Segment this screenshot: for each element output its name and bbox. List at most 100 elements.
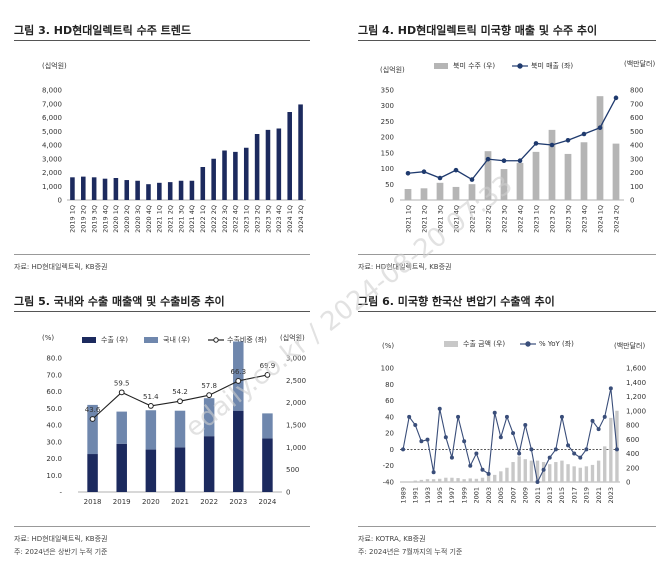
x-tick-label: 2021 1Q bbox=[404, 205, 412, 233]
x-tick-label: 2023 4Q bbox=[580, 205, 588, 233]
figure6-title: 그림 6. 미국향 한국산 변압기 수출액 추이 bbox=[358, 295, 555, 308]
x-tick-label: 2021 bbox=[171, 498, 189, 506]
y-left-tick-label: 20.0 bbox=[46, 455, 62, 463]
export-bar bbox=[87, 454, 98, 492]
export-amount-bar bbox=[554, 462, 558, 482]
yoy-point bbox=[449, 455, 454, 460]
yoy-point bbox=[468, 463, 473, 468]
y-left-tick-label: - bbox=[59, 489, 62, 497]
figure5-source-rule bbox=[14, 526, 310, 527]
sales-point bbox=[581, 131, 587, 137]
bar bbox=[91, 177, 97, 200]
figure6-title-rule bbox=[358, 311, 656, 312]
y-left-tick-label: 250 bbox=[381, 118, 394, 126]
y-left-tick-label: 40.0 bbox=[46, 422, 62, 430]
bar bbox=[102, 178, 108, 200]
order-bar bbox=[468, 184, 476, 200]
y-right-tick-label: 400 bbox=[626, 450, 639, 458]
x-tick-label: 2023 bbox=[607, 487, 615, 504]
sales-point bbox=[549, 142, 555, 148]
sales-point bbox=[421, 169, 427, 175]
yoy-point bbox=[523, 423, 528, 427]
export-amount-bar bbox=[499, 471, 503, 482]
export-amount-bar bbox=[517, 456, 521, 482]
x-tick-label: 2001 bbox=[473, 487, 481, 504]
x-tick-label: 1999 bbox=[460, 487, 468, 504]
data-label: 54.2 bbox=[172, 388, 188, 396]
yoy-point bbox=[401, 447, 406, 452]
figure3-source-rule bbox=[14, 254, 310, 255]
yoy-point bbox=[590, 418, 595, 423]
yoy-point bbox=[443, 435, 448, 440]
domestic-bar bbox=[174, 410, 186, 448]
figure4-title: 그림 4. HD현대일렉트릭 미국향 매출 및 수주 추이 bbox=[358, 24, 598, 37]
x-tick-label: 2024 bbox=[259, 498, 277, 506]
bar bbox=[243, 147, 249, 200]
legend-export-share-label: 수출비중 (좌) bbox=[227, 335, 267, 344]
x-tick-label: 1997 bbox=[448, 487, 456, 504]
export-amount-bar bbox=[413, 480, 417, 482]
export-amount-bar bbox=[578, 467, 582, 482]
export-share-point bbox=[235, 378, 242, 384]
figure3-chart: (십억원) 0 1,000 2,000 3,000 4,000 5,000 6,000 7,00… bbox=[42, 61, 306, 233]
export-share-point bbox=[177, 398, 183, 405]
yoy-point bbox=[608, 386, 613, 391]
yoy-point bbox=[413, 423, 418, 427]
x-tick-label: 2020 bbox=[142, 498, 160, 506]
figure3-source: 자료: HD현대일렉트릭, KB증권 bbox=[14, 263, 108, 271]
y-left-tick-label: -40 bbox=[383, 479, 394, 487]
bar bbox=[265, 129, 271, 200]
sales-point bbox=[533, 141, 539, 146]
x-tick-label: 2020 3Q bbox=[134, 205, 142, 233]
legend-north-america-sales-label: 북미 매출 (좌) bbox=[531, 61, 573, 70]
order-bar bbox=[612, 143, 620, 200]
legend-export-amount-swatch bbox=[444, 341, 458, 347]
x-tick-label: 2013 bbox=[546, 487, 554, 504]
figure3-title-rule bbox=[14, 40, 310, 41]
y-axis-right-unit: (십억원) bbox=[280, 333, 305, 342]
order-bar bbox=[420, 188, 428, 200]
export-share-point bbox=[147, 403, 154, 409]
yoy-point bbox=[407, 414, 412, 419]
legend-export-share-marker bbox=[213, 337, 219, 343]
data-label: 59.5 bbox=[114, 379, 130, 387]
yoy-point bbox=[456, 414, 461, 419]
x-tick-label: 2024 1Q bbox=[286, 205, 294, 233]
y-left-tick-label: 80.0 bbox=[46, 355, 62, 363]
x-tick-label: 2023 4Q bbox=[275, 205, 283, 233]
y-right-tick-label: 100 bbox=[630, 183, 643, 191]
export-amount-bar bbox=[560, 460, 564, 482]
x-tick-label: 2019 2Q bbox=[80, 205, 88, 233]
x-tick-label: 2023 2Q bbox=[253, 205, 261, 233]
y-left-tick-label: 60.0 bbox=[46, 388, 62, 396]
y-left-tick-label: 30.0 bbox=[46, 438, 62, 446]
legend-domestic-label: 국내 (우) bbox=[163, 335, 190, 344]
y-tick-label: 5,000 bbox=[42, 128, 62, 136]
x-tick-label: 2022 bbox=[200, 498, 218, 506]
x-tick-label: 2024 2Q bbox=[612, 205, 620, 233]
yoy-point bbox=[437, 406, 442, 411]
x-tick-label: 2022 2Q bbox=[484, 205, 492, 233]
bar bbox=[233, 151, 238, 200]
sales-point bbox=[501, 158, 507, 164]
sales-point bbox=[453, 167, 459, 173]
export-amount-bar bbox=[468, 478, 472, 482]
bar bbox=[254, 134, 260, 200]
x-tick-label: 2021 4Q bbox=[188, 205, 196, 233]
legend-export-label: 수출 (우) bbox=[101, 335, 128, 344]
y-right-tick-label: 1,000 bbox=[286, 444, 306, 452]
bar bbox=[211, 158, 216, 200]
x-tick-label: 2023 3Q bbox=[564, 205, 572, 233]
bar bbox=[287, 112, 292, 200]
y-right-tick-label: 2,000 bbox=[286, 399, 306, 407]
order-bar bbox=[436, 182, 444, 200]
x-tick-label: 2022 4Q bbox=[232, 205, 240, 233]
y-right-tick-label: 0 bbox=[626, 479, 630, 487]
y-right-tick-label: 1,500 bbox=[286, 422, 306, 430]
x-tick-label: 2003 bbox=[485, 487, 493, 504]
legend-export-swatch bbox=[82, 337, 96, 343]
legend-north-america-orders-label: 북미 수주 (우) bbox=[453, 61, 495, 70]
bar bbox=[81, 176, 86, 200]
x-tick-label: 2024 2Q bbox=[297, 205, 305, 233]
y-left-tick-label: 0 bbox=[390, 446, 394, 454]
